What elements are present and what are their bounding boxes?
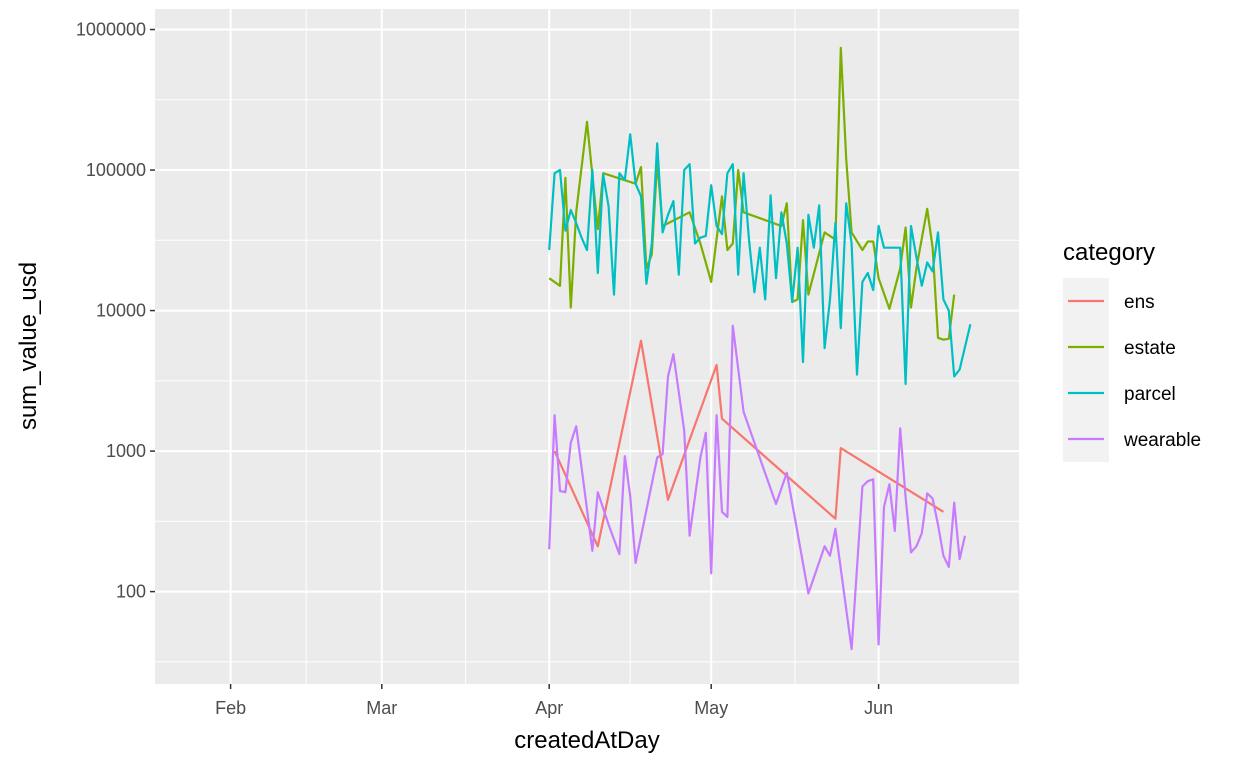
y-tick-label: 100 — [116, 582, 146, 602]
y-tick-label: 1000 — [106, 441, 146, 461]
y-tick-label: 100000 — [86, 160, 146, 180]
series-line-estate — [548, 46, 956, 341]
x-tick-label: Apr — [535, 698, 563, 718]
legend-keys: ens estate parcel wearable — [1063, 278, 1201, 462]
x-tick-label: May — [694, 698, 728, 718]
legend: category ens estate parcel wearable — [1063, 239, 1201, 462]
legend-title: category — [1063, 239, 1155, 266]
legend-label-estate: estate — [1124, 338, 1176, 359]
series-line-ens — [553, 339, 944, 548]
x-tick-label: Feb — [215, 698, 246, 718]
legend-label-wearable: wearable — [1123, 430, 1201, 451]
y-axis-title: sum_value_usd — [15, 262, 42, 430]
series-line-parcel — [548, 133, 972, 386]
x-axis-title: createdAtDay — [514, 727, 659, 754]
series-lines — [548, 46, 972, 651]
legend-label-parcel: parcel — [1124, 384, 1176, 405]
major-gridlines — [155, 9, 1019, 684]
series-line-wearable — [548, 324, 967, 651]
plot-panel — [155, 9, 1019, 684]
y-axis: 100 1000 10000 100000 1000000 — [76, 20, 155, 602]
x-tick-label: Mar — [366, 698, 397, 718]
legend-label-ens: ens — [1124, 292, 1155, 313]
x-tick-label: Jun — [864, 698, 893, 718]
y-tick-label: 1000000 — [76, 20, 146, 40]
y-tick-label: 10000 — [96, 301, 146, 321]
x-axis: Feb Mar Apr May Jun — [215, 684, 893, 718]
